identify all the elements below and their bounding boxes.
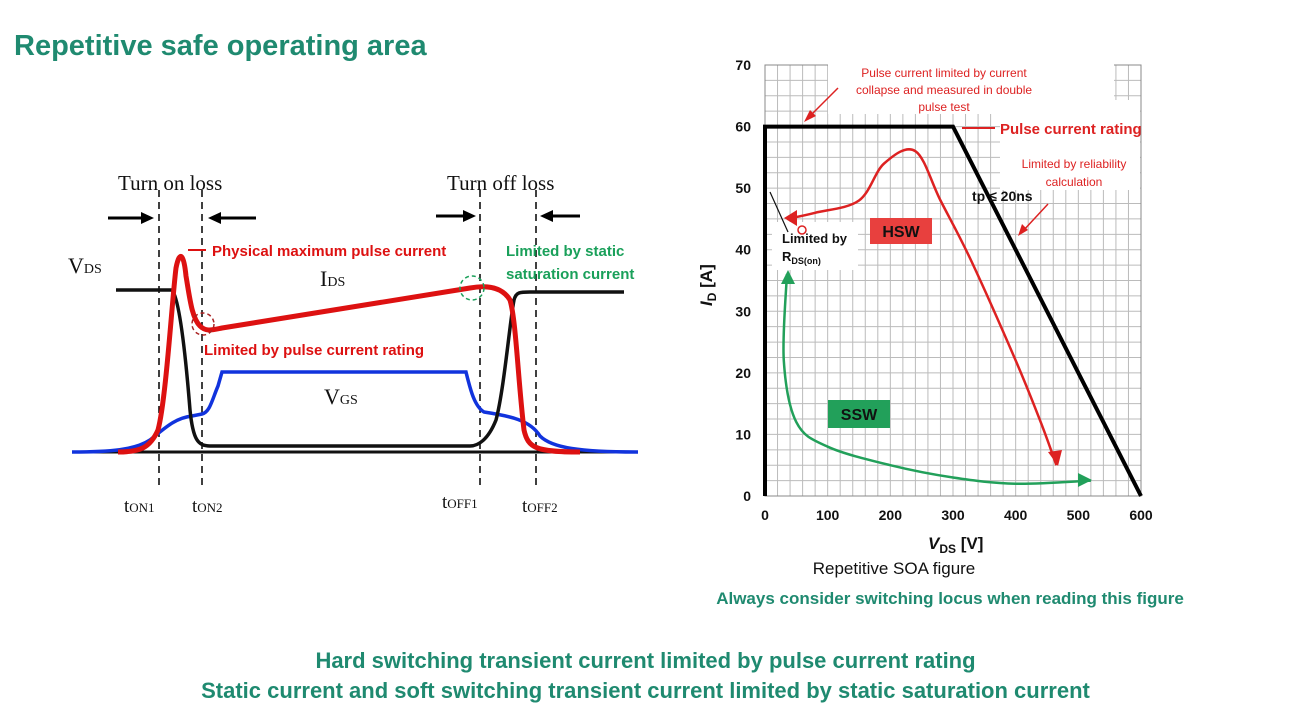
collapse-annotation-line3: pulse test [918,100,970,114]
hsw-end-arrowhead [1048,450,1062,466]
rdson-marker [797,225,807,235]
switching-waveform-diagram: Turn on loss Turn off loss VDS IDS VGS P… [68,171,639,517]
soa-figure-caption: Repetitive SOA figure [812,559,976,578]
rdson-annotation-line2: RDS(on) [782,249,821,266]
reliability-pointer [1021,203,1049,233]
turn-on-loss-label: Turn on loss [118,171,222,195]
rdson-annotation-line1: Limited by [782,231,848,246]
ssw-badge-label: SSW [841,407,878,424]
y-tick-label: 60 [735,119,751,135]
soa-boundary-line [763,124,1143,497]
hsw-badge [870,218,932,244]
x-tick-label: 200 [879,507,903,523]
rdson-annotation-box [772,222,858,270]
ton1-label: tON1 [124,496,155,517]
pulse-rating-annotation: Limited by pulse current rating [204,342,424,359]
static-saturation-annotation-line2: saturation current [506,266,634,283]
vgs-label: VGS [324,384,358,409]
x-tick-label: 600 [1129,507,1153,523]
static-saturation-circle [459,275,485,301]
toff2-label: tOFF2 [522,496,558,517]
tp-annotation: tp ≤ 20ns [972,188,1033,204]
pulse-current-rating-label: Pulse current rating [1000,121,1142,138]
soa-tick-labels: 0 100 200 300 400 500 600 0 10 20 30 40 50 60 70 [735,57,1152,523]
ton2-label: tON2 [192,496,223,517]
collapse-annotation-line1: Pulse current limited by current [861,66,1027,80]
reliability-annotation-box [1000,100,1140,190]
hsw-badge-label: HSW [882,224,920,241]
ids-label: IDS [320,266,345,291]
toff1-label: tOFF1 [442,492,478,513]
turn-off-arrows [436,210,580,222]
reliability-annotation-line1: Limited by reliability [1022,157,1127,171]
ssw-start-arrowhead [781,270,795,284]
ids-waveform [117,253,581,455]
x-tick-label: 300 [941,507,965,523]
hsw-locus [786,148,1058,466]
ssw-badge [828,400,890,428]
soa-x-axis-title: VDS [V] [928,534,983,556]
soa-locus-note: Always consider switching locus when rea… [716,589,1184,608]
vds-waveform [116,288,624,448]
turn-off-loss-label: Turn off loss [447,171,554,195]
physical-max-annotation: Physical maximum pulse current [212,243,446,260]
conclusion-line-1: Hard switching transient current limited… [315,648,976,673]
conclusion-line-2: Static current and soft switching transi… [201,678,1090,703]
vds-label: VDS [68,253,102,278]
y-tick-label: 0 [743,488,751,504]
soa-y-axis-title: ID [A] [697,264,719,306]
static-saturation-annotation-line1: Limited by static [506,243,624,260]
y-tick-label: 20 [735,365,751,381]
hsw-start-arrowhead [784,210,797,226]
ssw-end-arrowhead [1078,473,1092,487]
reliability-annotation-line2: calculation [1046,175,1103,189]
ssw-locus [782,274,1091,485]
y-tick-label: 30 [735,303,751,319]
x-tick-label: 400 [1004,507,1028,523]
y-tick-label: 40 [735,242,751,258]
turn-on-arrows [108,212,256,224]
pulse-rating-circle [191,312,215,336]
x-tick-label: 100 [816,507,840,523]
collapse-annotation-line2: collapse and measured in double [856,83,1032,97]
x-tick-label: 500 [1067,507,1091,523]
x-tick-label: 0 [761,507,769,523]
y-tick-label: 70 [735,57,751,73]
page-title: Repetitive safe operating area [14,30,427,62]
rdson-pointer [769,191,789,233]
y-tick-label: 50 [735,180,751,196]
y-tick-label: 10 [735,426,751,442]
